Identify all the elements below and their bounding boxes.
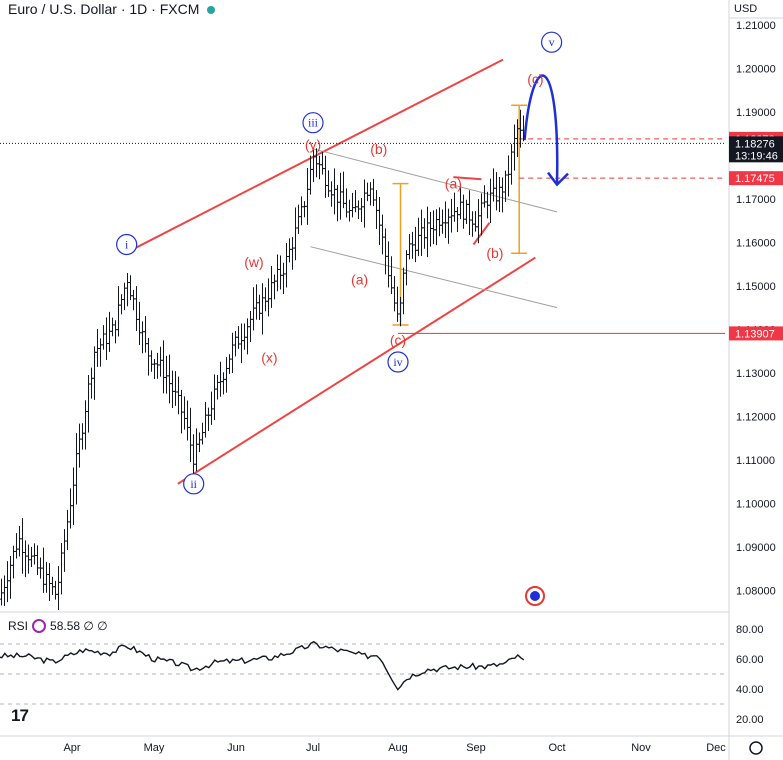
- rsi-legend: RSI 58.58 ∅ ∅: [8, 619, 108, 633]
- price-tick-label: 1.10000: [736, 498, 776, 510]
- wave-label[interactable]: (b): [370, 141, 387, 157]
- price-line-label: 1.17475: [735, 173, 775, 185]
- price-tick-label: 1.11000: [736, 455, 775, 467]
- price-tick-label: 1.09000: [736, 542, 776, 554]
- wave-circle: [387, 351, 409, 373]
- wave-label[interactable]: (c): [390, 332, 406, 348]
- wave-label[interactable]: (a): [351, 271, 368, 287]
- price-line-label-bg: [729, 326, 783, 341]
- time-tick-label: Jul: [306, 742, 320, 754]
- price-tick-label: 1.12000: [736, 411, 776, 423]
- price-tick-label: 1.15000: [736, 281, 776, 293]
- currency-label[interactable]: USD: [734, 3, 758, 15]
- wave-circle: [540, 31, 563, 53]
- wave-label[interactable]: (x): [261, 350, 277, 366]
- price-bars: [0, 109, 526, 611]
- price-tick-label: 1.13000: [736, 368, 776, 380]
- trendline[interactable]: [177, 256, 536, 485]
- rsi-tick-label: 80.00: [736, 624, 764, 636]
- chart-settings-icon[interactable]: [749, 741, 763, 755]
- rsi-tick-label: 40.00: [736, 684, 764, 696]
- price-tick-label: 1.16000: [736, 237, 776, 249]
- price-tick-label: 1.20000: [736, 63, 776, 75]
- trendline[interactable]: [312, 148, 558, 213]
- countdown-label: 13:19:46: [735, 150, 778, 162]
- trendline[interactable]: [310, 246, 558, 309]
- rsi-value: 58.58: [50, 619, 81, 633]
- wave-label[interactable]: (a): [445, 176, 462, 192]
- rsi-tick-label: 60.00: [736, 654, 764, 666]
- price-tick-label: 1.19000: [736, 107, 776, 119]
- time-tick-label: May: [144, 742, 165, 754]
- wave-label-circled[interactable]: i: [125, 238, 129, 252]
- price-tick-label: 1.17000: [736, 194, 776, 206]
- tradingview-logo: 17: [11, 706, 29, 725]
- rsi-line[interactable]: [0, 640, 525, 691]
- time-tick-label: Sep: [466, 742, 486, 754]
- time-tick-label: Nov: [631, 742, 651, 754]
- wave-label-circled[interactable]: iii: [308, 116, 319, 130]
- wave-label[interactable]: (y): [305, 136, 321, 152]
- projection-arrow[interactable]: [523, 74, 559, 184]
- time-tick-label: Aug: [388, 742, 408, 754]
- arrowhead-icon: [547, 171, 569, 187]
- rsi-settings-icon[interactable]: [32, 619, 47, 633]
- wave-circle: [183, 473, 205, 495]
- wave-circle: [302, 112, 324, 134]
- price-line-label-bg: [729, 171, 783, 186]
- time-tick-label: Apr: [63, 742, 80, 754]
- rsi-tick-label: 20.00: [736, 714, 764, 726]
- wave-label-circled[interactable]: v: [549, 35, 555, 49]
- event-marker-dot: [530, 591, 540, 601]
- trendline[interactable]: [453, 176, 482, 181]
- price-tick-label: 1.08000: [736, 585, 776, 597]
- wave-label[interactable]: (b): [486, 245, 503, 261]
- time-tick-label: Dec: [706, 742, 726, 754]
- wave-label[interactable]: (w): [244, 254, 263, 270]
- wave-label[interactable]: (c): [527, 71, 543, 87]
- wave-label-circled[interactable]: iv: [393, 355, 402, 369]
- price-line-label: 1.13907: [735, 328, 775, 340]
- rsi-extra: ∅ ∅: [83, 619, 108, 633]
- price-line-label: 1.18276: [735, 138, 775, 150]
- market-status-dot: [207, 6, 216, 15]
- wave-label-circled[interactable]: ii: [190, 477, 197, 491]
- time-tick-label: Jun: [227, 742, 245, 754]
- time-tick-label: Oct: [548, 742, 565, 754]
- chart-title: Euro / U.S. Dollar · 1D · FXCM: [8, 1, 216, 17]
- price-tick-label: 1.21000: [736, 20, 776, 32]
- price-line-label-bg: [729, 136, 783, 163]
- symbol-title[interactable]: Euro / U.S. Dollar · 1D · FXCM: [8, 1, 200, 17]
- rsi-label[interactable]: RSI: [8, 619, 29, 633]
- wave-circle: [116, 233, 138, 256]
